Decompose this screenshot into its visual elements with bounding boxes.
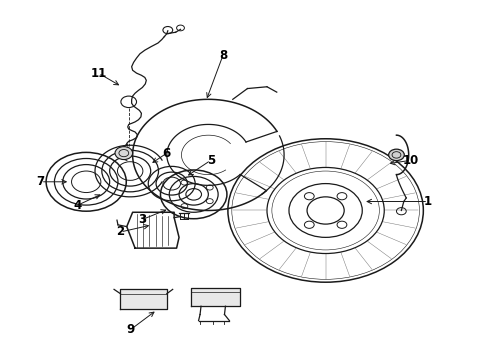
Circle shape <box>389 149 404 161</box>
Polygon shape <box>191 288 240 306</box>
Text: 3: 3 <box>138 213 147 226</box>
Text: 7: 7 <box>37 175 45 188</box>
Text: 6: 6 <box>163 147 171 159</box>
Circle shape <box>115 147 133 159</box>
Text: 9: 9 <box>126 323 134 336</box>
Text: 2: 2 <box>116 225 124 238</box>
Polygon shape <box>121 289 167 309</box>
Text: 5: 5 <box>207 154 215 167</box>
Text: 11: 11 <box>90 67 106 80</box>
Text: 4: 4 <box>74 199 82 212</box>
Text: 1: 1 <box>424 195 432 208</box>
Text: 10: 10 <box>403 154 419 167</box>
Text: 8: 8 <box>219 49 227 62</box>
